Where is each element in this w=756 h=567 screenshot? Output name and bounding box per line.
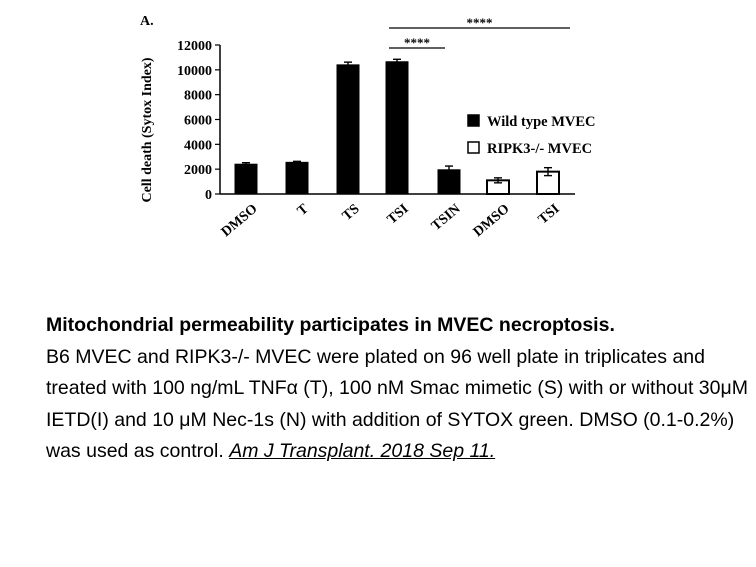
y-tick-label: 0: [205, 188, 212, 203]
y-tick-label: 4000: [184, 138, 212, 153]
caption-title: Mitochondrial permeability participates …: [46, 314, 615, 336]
figure-caption: Mitochondrial permeability participates …: [46, 310, 751, 468]
x-tick-label: T: [295, 201, 312, 219]
y-axis-label: Cell death (Sytox Index): [140, 57, 155, 202]
y-tick-label: 8000: [184, 89, 212, 104]
axes: 0 2000 4000 6000 8000 10000 12000: [177, 39, 575, 203]
caption-body: B6 MVEC and RIPK3-/- MVEC were plated on…: [46, 345, 748, 463]
x-tick-label: TSI: [536, 202, 563, 228]
bar: [285, 161, 309, 195]
bar: [234, 163, 258, 195]
significance-brackets: **** ****: [389, 15, 570, 50]
bars: [234, 58, 560, 195]
legend: Wild type MVEC RIPK3-/- MVEC: [467, 114, 596, 157]
legend-label: RIPK3-/- MVEC: [487, 141, 592, 157]
caption-reference-link[interactable]: Am J Transplant. 2018 Sep 11.: [229, 440, 496, 462]
legend-swatch: [467, 141, 480, 154]
bar: [336, 64, 360, 195]
legend-label: Wild type MVEC: [487, 114, 596, 130]
panel-label: A.: [140, 14, 154, 29]
y-tick-label: 6000: [184, 114, 212, 129]
y-tick-label: 2000: [184, 163, 212, 178]
x-tick-label: TS: [340, 201, 363, 224]
bar-chart: A. Cell death (Sytox Index) 0 2000 4000 600…: [140, 14, 596, 240]
bar: [437, 169, 461, 195]
x-tick-label: DMSO: [471, 202, 513, 241]
bar: [385, 61, 409, 195]
x-tick-label: TSIN: [429, 202, 464, 235]
significance-label: ****: [467, 15, 493, 30]
x-tick-label: TSI: [385, 202, 412, 228]
y-tick-label: 12000: [177, 39, 212, 54]
y-tick-label: 10000: [177, 64, 212, 79]
significance-label: ****: [404, 35, 430, 50]
x-tick-labels: DMSO T TS TSI TSIN DMSO TSI: [219, 201, 563, 240]
x-tick-label: DMSO: [219, 202, 261, 241]
legend-swatch: [467, 114, 480, 127]
